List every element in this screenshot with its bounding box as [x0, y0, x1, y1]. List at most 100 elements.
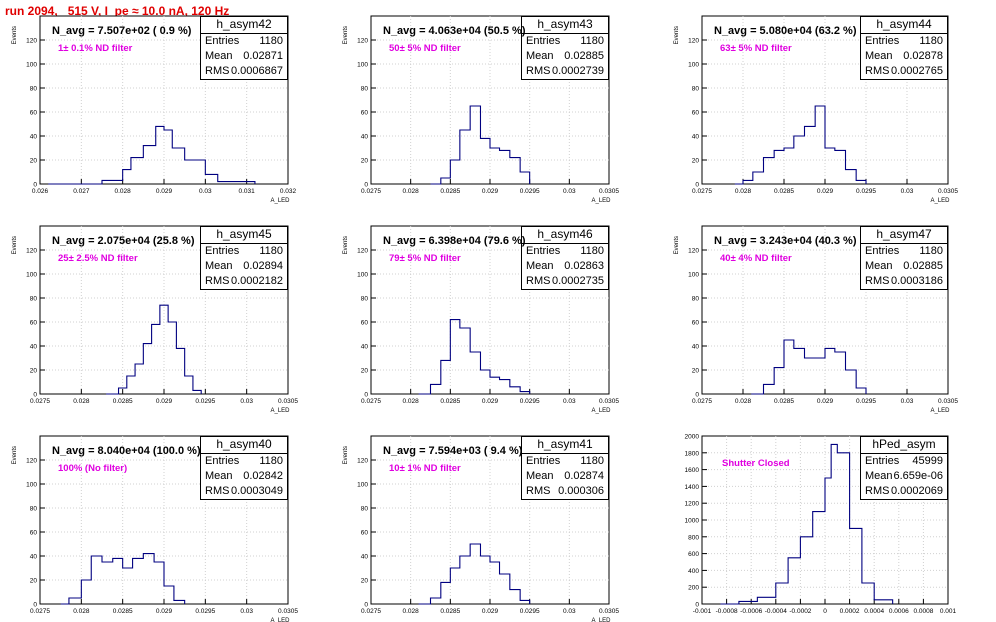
stats-entries-label: Entries [865, 35, 900, 47]
x-axis-label: A_LED [270, 618, 290, 622]
x-tick-label: 0.03 [240, 398, 253, 405]
histogram-line [60, 553, 186, 605]
x-tick-label: 0.028 [115, 188, 132, 195]
stats-box: h_asym40 Entries 1180 Mean 0.02842 RMS 0.00030… [200, 436, 288, 500]
stats-box: hPed_asym Entries 45999 Mean 6.659e-06 RMS 0.0… [860, 436, 948, 500]
x-tick-label: 0.0275 [692, 188, 712, 195]
y-tick-label: 80 [30, 296, 38, 303]
x-tick-label: 0.03 [901, 398, 914, 405]
x-tick-label: 0.0295 [520, 398, 540, 405]
stats-title: h_asym46 [522, 227, 608, 244]
y-tick-label: 2000 [685, 434, 700, 441]
y-tick-label: 0 [695, 392, 699, 399]
filter-label: 10± 1% ND filter [389, 463, 461, 474]
x-tick-label: 0.029 [156, 398, 173, 405]
stats-entries-label: Entries [526, 455, 561, 467]
stats-mean-value: 0.02863 [564, 260, 604, 272]
y-tick-label: 20 [692, 158, 700, 165]
stats-box: h_asym47 Entries 1180 Mean 0.02885 RMS 0.00031… [860, 226, 948, 290]
stats-mean-label: Mean [205, 260, 233, 272]
y-tick-label: 800 [688, 534, 699, 541]
stats-title: h_asym43 [522, 17, 608, 34]
x-tick-label: -0.0004 [765, 608, 787, 615]
y-tick-label: 80 [30, 86, 38, 93]
filter-label: 25± 2.5% ND filter [58, 253, 138, 264]
x-tick-label: 0.0295 [195, 398, 215, 405]
x-axis-label: A_LED [270, 408, 290, 414]
stats-entries-label: Entries [205, 245, 240, 257]
y-axis-label: Events [12, 236, 18, 254]
x-tick-label: 0.0006 [889, 608, 909, 615]
stats-title: h_asym41 [522, 437, 608, 454]
x-tick-label: 0.0295 [195, 608, 215, 615]
stats-mean-label: Mean [865, 260, 893, 272]
y-tick-label: 40 [30, 554, 38, 561]
y-axis-label: Events [12, 26, 18, 44]
y-tick-label: 60 [361, 110, 369, 117]
stats-rms-label: RMS [865, 65, 890, 77]
navg-label: N_avg = 6.398e+04 (79.6 %) [383, 235, 526, 247]
x-tick-label: 0.0285 [113, 608, 133, 615]
stats-mean-value: 0.02885 [564, 50, 604, 62]
filter-label: 79± 5% ND filter [389, 253, 461, 264]
run-title: run 2094, 515 V, I_pe ≈ 10.0 nA, 120 Hz [5, 4, 230, 18]
stats-entries-label: Entries [865, 245, 900, 257]
x-tick-label: 0.028 [73, 608, 90, 615]
x-tick-label: 0.0275 [30, 608, 50, 615]
x-tick-label: 0.028 [735, 398, 752, 405]
y-tick-label: 200 [688, 585, 699, 592]
stats-title: h_asym40 [201, 437, 287, 454]
y-tick-label: 0 [364, 602, 368, 609]
stats-rms-label: RMS [865, 275, 890, 287]
x-tick-label: 0 [823, 608, 827, 615]
navg-label: N_avg = 3.243e+04 (40.3 %) [714, 235, 857, 247]
y-tick-label: 60 [692, 110, 700, 117]
x-tick-label: 0.0305 [938, 188, 958, 195]
stats-rms-label: RMS [526, 485, 551, 497]
x-tick-label: 0.0305 [278, 608, 298, 615]
x-axis-label: A_LED [591, 198, 611, 204]
y-tick-label: 1400 [685, 484, 700, 491]
y-tick-label: 60 [30, 110, 38, 117]
y-tick-label: 60 [30, 320, 38, 327]
y-tick-label: 40 [361, 344, 369, 351]
x-tick-label: 0.0305 [599, 608, 619, 615]
y-axis-label: Events [674, 236, 680, 254]
y-tick-label: 100 [26, 272, 37, 279]
x-tick-label: 0.0275 [692, 398, 712, 405]
y-tick-label: 0 [364, 182, 368, 189]
x-tick-label: 0.028 [403, 398, 420, 405]
x-tick-label: 0.0002 [840, 608, 860, 615]
navg-label: N_avg = 7.507e+02 ( 0.9 %) [52, 25, 192, 37]
y-tick-label: 120 [26, 248, 37, 255]
stats-entries-label: Entries [865, 455, 900, 467]
x-tick-label: 0.03 [199, 188, 212, 195]
y-tick-label: 120 [688, 248, 699, 255]
stats-entries-value: 1180 [580, 455, 604, 467]
stats-rms-value: 0.0002735 [552, 275, 604, 287]
stats-box: h_asym45 Entries 1180 Mean 0.02894 RMS 0.00021… [200, 226, 288, 290]
x-tick-label: 0.0285 [440, 398, 460, 405]
y-tick-label: 1200 [685, 501, 700, 508]
x-tick-label: 0.0008 [913, 608, 933, 615]
x-tick-label: 0.0295 [520, 188, 540, 195]
y-tick-label: 100 [688, 62, 699, 69]
x-tick-label: -0.0008 [716, 608, 738, 615]
y-tick-label: 20 [30, 578, 38, 585]
x-tick-label: 0.03 [240, 608, 253, 615]
y-tick-label: 20 [361, 158, 369, 165]
x-axis-label: A_LED [930, 408, 950, 414]
stats-rms-value: 0.0003049 [231, 485, 283, 497]
y-axis-label: Events [343, 26, 349, 44]
filter-label: 1± 0.1% ND filter [58, 43, 133, 54]
x-tick-label: 0.03 [563, 188, 576, 195]
stats-title: h_asym45 [201, 227, 287, 244]
x-axis-label: A_LED [591, 408, 611, 414]
y-tick-label: 20 [361, 368, 369, 375]
y-tick-label: 40 [692, 134, 700, 141]
stats-rms-label: RMS [526, 65, 551, 77]
y-tick-label: 120 [26, 38, 37, 45]
stats-rms-label: RMS [865, 485, 890, 497]
stats-entries-value: 1180 [919, 35, 943, 47]
y-tick-label: 20 [692, 368, 700, 375]
